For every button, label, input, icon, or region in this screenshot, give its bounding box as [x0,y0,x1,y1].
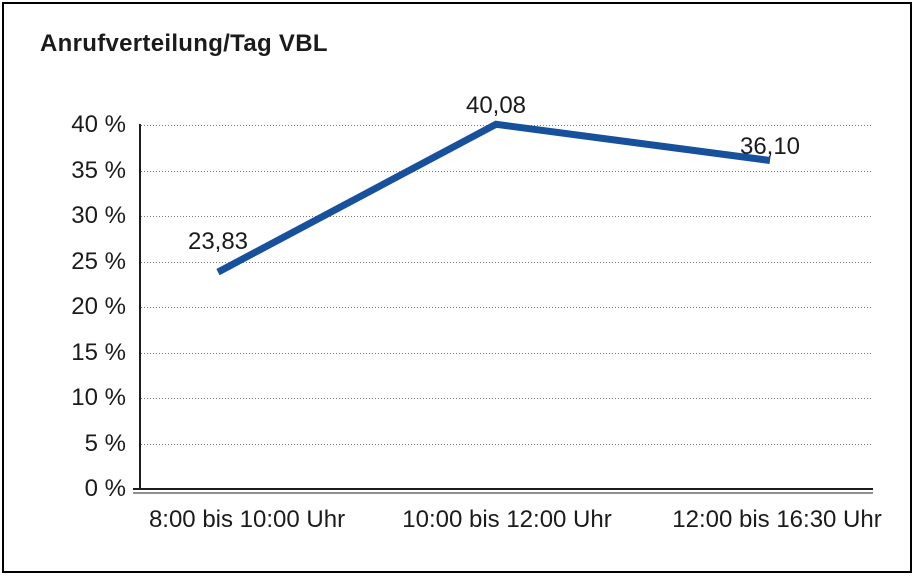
y-tick-label: 30 % [71,202,126,229]
gridline-30pct [141,216,873,217]
y-tick-label: 5 % [84,430,126,457]
data-point-label: 23,83 [187,228,249,255]
y-tick-label: 20 % [71,293,126,320]
chart-title: Anrufverteilung/Tag VBL [40,30,328,57]
gridline-35pct [141,171,873,172]
x-tick-label: 10:00 bis 12:00 Uhr [402,506,612,533]
y-axis-line [139,124,141,488]
y-tick-label: 25 % [71,248,126,275]
trend-line [216,120,771,276]
data-point-label: 40,08 [465,92,527,119]
gridline-5pct [141,444,873,445]
gridline-15pct [141,353,873,354]
gridline-25pct [141,262,873,263]
gridline-40pct [141,125,873,126]
y-tick-label: 15 % [71,339,126,366]
y-tick-label: 0 % [84,475,126,502]
data-point-label: 36,10 [739,133,801,160]
y-tick-label: 40 % [71,111,126,138]
y-tick-label: 35 % [71,157,126,184]
x-axis-shadow-line [133,492,873,494]
x-axis-line [133,488,873,490]
gridline-10pct [141,398,873,399]
x-tick-label: 8:00 bis 10:00 Uhr [148,506,346,533]
x-tick-label: 12:00 bis 16:30 Uhr [672,506,882,533]
gridline-20pct [141,307,873,308]
y-tick-label: 10 % [71,384,126,411]
